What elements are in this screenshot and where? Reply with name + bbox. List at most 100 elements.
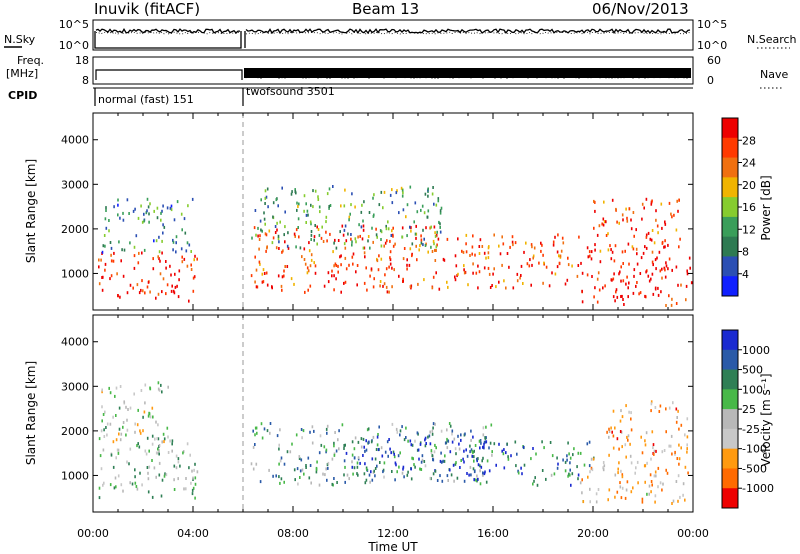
power-echo-cell-3 <box>409 185 412 189</box>
power-echo-cell-3 <box>296 208 298 212</box>
power-echo-cell-2 <box>293 282 295 286</box>
power-echo-cell-2 <box>406 267 408 271</box>
power-echo-cell-3 <box>294 190 297 194</box>
velocity-echo-cell-4 <box>503 466 506 470</box>
velocity-echo-cell-4 <box>507 457 510 461</box>
power-echo-cell-3 <box>360 210 363 214</box>
power-echo-cell-2 <box>434 259 437 262</box>
velocity-echo-cell-2 <box>338 447 340 451</box>
power-echo-cell-4 <box>446 280 448 284</box>
velocity-echo-cell-0 <box>194 462 196 466</box>
power-echo-cell-3 <box>430 225 432 229</box>
velocity-echo-cell-2 <box>337 438 339 442</box>
velocity-echo-cell-2 <box>280 477 283 481</box>
power-echo-cell-2 <box>383 282 386 286</box>
power-echo-cell-4 <box>465 250 468 254</box>
power-echo-cell-2 <box>341 224 344 228</box>
power-echo-cell-2 <box>275 246 278 250</box>
power-echo-cell-3 <box>369 246 371 250</box>
velocity-echo-cell-0 <box>173 488 176 491</box>
velocity-echo-cell-4 <box>536 483 539 487</box>
power-echo-cell-2 <box>306 271 309 275</box>
velocity-echo-cell-5 <box>617 471 619 475</box>
freq-trace-jitter <box>245 68 691 79</box>
power-colorbar-swatch <box>722 137 738 159</box>
power-echo-cell-4 <box>505 286 507 290</box>
velocity-echo-cell-2 <box>421 458 424 462</box>
power-echo-cell-3 <box>268 229 271 233</box>
velocity-echo-cell-5 <box>641 500 644 504</box>
power-echo-cell-4 <box>567 256 569 260</box>
power-echo-cell-3 <box>387 227 390 231</box>
power-echo-cell-0 <box>141 251 143 255</box>
velocity-echo-cell-2 <box>353 447 356 451</box>
power-echo-cell-0 <box>155 296 157 300</box>
velocity-echo-cell-3 <box>477 477 479 481</box>
power-echo-cell-1 <box>190 250 192 253</box>
velocity-echo-cell-2 <box>266 429 269 433</box>
velocity-echo-cell-4 <box>498 442 500 446</box>
velocity-echo-cell-5 <box>589 487 591 491</box>
power-echo-cell-6 <box>593 226 595 230</box>
power-echo-cell-4 <box>571 264 573 268</box>
power-echo-cell-2 <box>389 239 391 243</box>
velocity-echo-cell-3 <box>357 473 359 477</box>
power-echo-cell-4 <box>540 241 542 245</box>
velocity-echo-cell-3 <box>488 446 490 450</box>
power-echo-cell-0 <box>183 257 186 261</box>
velocity-echo-cell-6 <box>675 420 678 424</box>
velocity-echo-cell-2 <box>470 438 472 442</box>
velocity-echo-cell-1 <box>136 423 139 427</box>
velocity-echo-cell-3 <box>381 454 384 458</box>
power-echo-cell-5 <box>622 262 624 265</box>
velocity-echo-cell-1 <box>115 438 118 442</box>
velocity-echo-cell-2 <box>254 443 256 446</box>
power-echo-cell-0 <box>152 257 154 261</box>
velocity-echo-cell-3 <box>362 437 365 441</box>
velocity-echo-cell-1 <box>100 429 103 433</box>
power-echo-cell-3 <box>423 237 425 241</box>
power-echo-cell-3 <box>430 245 432 249</box>
power-echo-cell-5 <box>627 286 629 290</box>
velocity-echo-cell-5 <box>665 468 667 472</box>
velocity-echo-cell-2 <box>303 472 305 476</box>
velocity-echo-cell-2 <box>454 447 457 451</box>
power-echo-cell-3 <box>424 192 427 196</box>
power-echo-cell-2 <box>331 274 333 278</box>
power-echo-cell-3 <box>437 199 440 203</box>
power-echo-cell-3 <box>435 245 438 249</box>
velocity-echo-cell-0 <box>144 449 147 453</box>
velocity-echo-cell-1 <box>102 413 105 416</box>
power-echo-cell-1 <box>135 234 138 238</box>
velocity-colorbar-swatch <box>722 349 738 371</box>
power-echo-cell-5 <box>654 258 657 262</box>
power-echo-cell-3 <box>313 238 315 242</box>
power-echo-cell-5 <box>659 269 662 273</box>
power-echo-cell-0 <box>133 254 136 258</box>
velocity-echo-cell-2 <box>278 462 280 466</box>
power-echo-cell-3 <box>297 205 299 208</box>
velocity-echo-cell-4 <box>517 471 520 475</box>
power-echo-cell-2 <box>372 240 374 244</box>
power-echo-cell-4 <box>481 245 484 248</box>
power-echo-cell-2 <box>418 248 420 252</box>
power-y-tick-label: 3000 <box>61 178 89 191</box>
power-echo-cell-2 <box>392 234 394 238</box>
power-echo-cell-3 <box>312 189 314 193</box>
power-echo-cell-6 <box>602 223 605 227</box>
power-echo-cell-1 <box>145 211 148 215</box>
power-echo-cell-4 <box>530 283 532 287</box>
velocity-echo-cell-4 <box>549 441 552 444</box>
velocity-echo-cell-0 <box>171 439 174 443</box>
velocity-echo-cell-2 <box>380 446 383 450</box>
velocity-echo-cell-2 <box>405 426 407 430</box>
power-echo-cell-2 <box>310 258 313 262</box>
velocity-echo-cell-1 <box>160 383 162 387</box>
power-echo-cell-2 <box>276 228 278 232</box>
power-echo-cell-2 <box>308 249 311 253</box>
power-echo-cell-3 <box>310 238 312 241</box>
velocity-echo-cell-3 <box>470 448 473 452</box>
power-echo-cell-2 <box>255 268 258 272</box>
